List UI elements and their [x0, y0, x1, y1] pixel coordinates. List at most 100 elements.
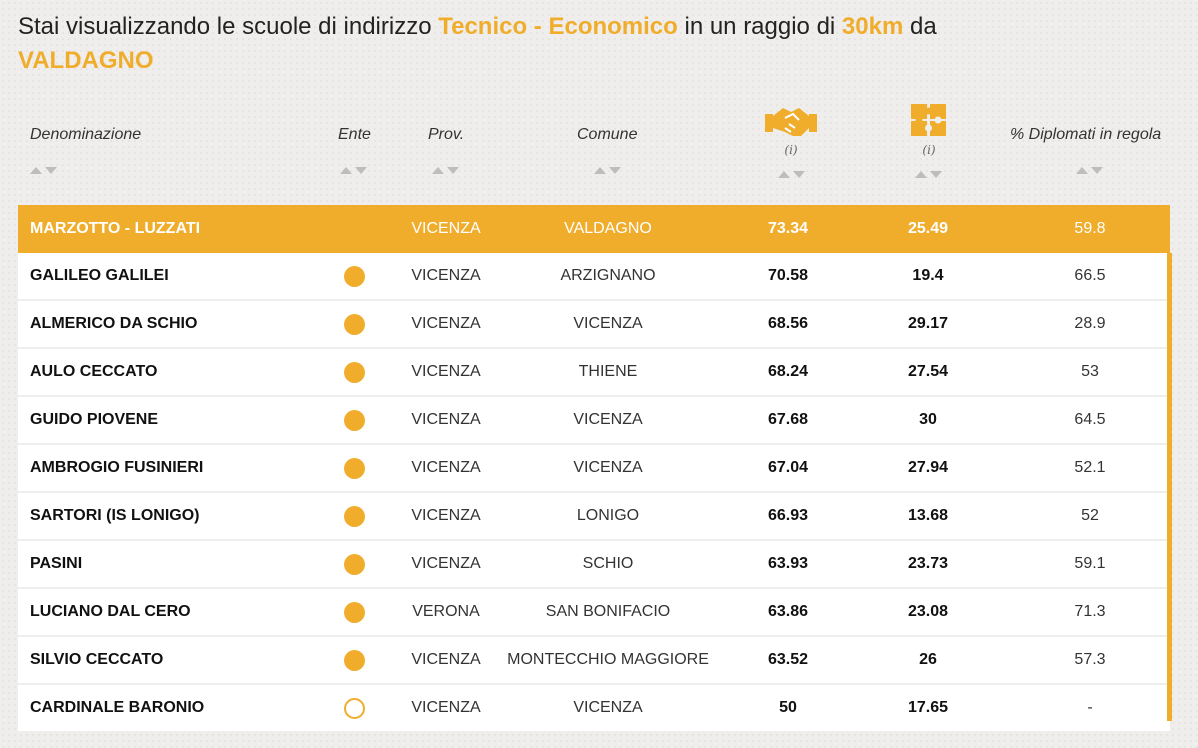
cell-comune: VICENZA — [573, 459, 643, 476]
sort-up-icon[interactable] — [594, 167, 606, 174]
cell-prov: VICENZA — [411, 507, 481, 524]
sort-col5[interactable] — [778, 170, 806, 180]
cell-col6: 30 — [919, 411, 937, 428]
cell-prov: VERONA — [412, 603, 480, 620]
sort-up-icon[interactable] — [30, 167, 42, 174]
column-header-ente[interactable]: Ente — [338, 126, 371, 143]
cell-prov: VICENZA — [411, 220, 481, 237]
ente-dot-icon — [343, 409, 365, 431]
cell-col5: 67.68 — [767, 411, 809, 428]
cell-col6: 19.4 — [912, 267, 944, 284]
cell-comune: VICENZA — [573, 411, 643, 428]
cell-ente — [343, 637, 365, 683]
sort-up-icon[interactable] — [778, 171, 790, 178]
column-header-diplomati[interactable]: % Diplomati in regola — [1010, 126, 1162, 143]
column-header-denominazione[interactable]: Denominazione — [30, 126, 142, 143]
column-header-col6[interactable]: (i) — [904, 100, 954, 157]
column-header-prov[interactable]: Prov. — [428, 126, 465, 143]
cell-diplomati: 53 — [1081, 363, 1099, 380]
cell-col6: 27.54 — [907, 363, 949, 380]
table-row-highlighted[interactable]: MARZOTTO - LUZZATI VICENZA VALDAGNO 73.3… — [18, 205, 1170, 253]
cell-col5: 63.93 — [767, 555, 809, 572]
cell-comune: ARZIGNANO — [560, 267, 656, 284]
ente-dot-icon — [343, 697, 365, 719]
sort-up-icon[interactable] — [915, 171, 927, 178]
cell-prov: VICENZA — [411, 411, 481, 428]
sort-comune[interactable] — [594, 166, 622, 176]
sort-down-icon[interactable] — [1091, 167, 1103, 174]
sort-down-icon[interactable] — [447, 167, 459, 174]
cell-col6: 13.68 — [907, 507, 949, 524]
headline-middle: in un raggio di — [677, 13, 842, 40]
cell-denominazione: SILVIO CECCATO — [30, 651, 164, 668]
info-icon[interactable]: (i) — [922, 143, 936, 157]
scrollbar[interactable] — [1167, 253, 1172, 721]
table-row[interactable]: AMBROGIO FUSINIERI VICENZA VICENZA 67.04 27.… — [18, 445, 1170, 491]
cell-denominazione: AMBROGIO FUSINIERI — [30, 459, 204, 476]
cell-comune: THIENE — [578, 363, 638, 380]
table-row[interactable]: SILVIO CECCATO VICENZA MONTECCHIO MAGGIORE… — [18, 637, 1170, 683]
column-header-col5[interactable]: (i) — [762, 100, 820, 157]
cell-comune: VICENZA — [573, 315, 643, 332]
cell-col6: 25.49 — [907, 220, 949, 237]
cell-ente — [343, 493, 365, 539]
table-row[interactable]: GUIDO PIOVENE VICENZA VICENZA 67.68 30 64.5 — [18, 397, 1170, 443]
sort-col6[interactable] — [915, 170, 943, 180]
info-icon[interactable]: (i) — [784, 143, 798, 157]
cell-col6: 29.17 — [907, 315, 949, 332]
cell-prov: VICENZA — [411, 267, 481, 284]
cell-comune: SCHIO — [582, 555, 634, 572]
ente-dot-icon — [343, 457, 365, 479]
sort-down-icon[interactable] — [355, 167, 367, 174]
column-header-comune[interactable]: Comune — [577, 126, 638, 143]
cell-col6: 23.73 — [907, 555, 949, 572]
cell-prov: VICENZA — [411, 699, 481, 716]
ente-dot-icon — [343, 601, 365, 623]
sort-up-icon[interactable] — [340, 167, 352, 174]
cell-ente — [343, 685, 365, 731]
cell-ente — [343, 253, 365, 299]
sort-down-icon[interactable] — [793, 171, 805, 178]
table-row[interactable]: ALMERICO DA SCHIO VICENZA VICENZA 68.56 29.1… — [18, 301, 1170, 347]
cell-denominazione: CARDINALE BARONIO — [30, 699, 205, 716]
table-row[interactable]: LUCIANO DAL CERO VERONA SAN BONIFACIO 63.86… — [18, 589, 1170, 635]
sort-diplomati[interactable] — [1076, 166, 1104, 176]
cell-denominazione: GALILEO GALILEI — [30, 267, 169, 284]
cell-prov: VICENZA — [411, 315, 481, 332]
sort-up-icon[interactable] — [1076, 167, 1088, 174]
cell-prov: VICENZA — [411, 555, 481, 572]
cell-diplomati: 71.3 — [1074, 603, 1106, 620]
cell-col5: 68.56 — [767, 315, 809, 332]
cell-diplomati: 52.1 — [1074, 459, 1106, 476]
cell-diplomati: 57.3 — [1074, 651, 1106, 668]
table-row[interactable]: CARDINALE BARONIO VICENZA VICENZA 50 17.65 - — [18, 685, 1170, 731]
headline-indirizzo: Tecnico - Economico — [438, 13, 678, 40]
cell-comune: VICENZA — [573, 699, 643, 716]
cell-denominazione: LUCIANO DAL CERO — [30, 603, 191, 620]
cell-comune: LONIGO — [576, 507, 640, 524]
table-row[interactable]: SARTORI (IS LONIGO) VICENZA LONIGO 66.93 13.… — [18, 493, 1170, 539]
table-row[interactable]: AULO CECCATO VICENZA THIENE 68.24 27.54 53 — [18, 349, 1170, 395]
sort-down-icon[interactable] — [45, 167, 57, 174]
handshake-icon — [765, 108, 817, 136]
cell-denominazione: AULO CECCATO — [30, 363, 158, 380]
sort-prov[interactable] — [432, 166, 460, 176]
cell-ente — [343, 301, 365, 347]
puzzle-icon — [911, 104, 946, 136]
cell-denominazione: SARTORI (IS LONIGO) — [30, 507, 200, 524]
cell-diplomati: 52 — [1081, 507, 1099, 524]
sort-ente[interactable] — [340, 166, 368, 176]
sort-denominazione[interactable] — [30, 166, 58, 176]
cell-col6: 27.94 — [907, 459, 949, 476]
table-row[interactable]: GALILEO GALILEI VICENZA ARZIGNANO 70.58 19.4… — [18, 253, 1170, 299]
sort-down-icon[interactable] — [930, 171, 942, 178]
cell-ente — [343, 397, 365, 443]
ente-dot-icon — [343, 553, 365, 575]
sort-up-icon[interactable] — [432, 167, 444, 174]
cell-col6: 26 — [919, 651, 937, 668]
table-row[interactable]: PASINI VICENZA SCHIO 63.93 23.73 59.1 — [18, 541, 1170, 587]
cell-prov: VICENZA — [411, 651, 481, 668]
headline-suffix: da — [903, 13, 937, 40]
sort-down-icon[interactable] — [609, 167, 621, 174]
ente-dot-icon — [343, 361, 365, 383]
